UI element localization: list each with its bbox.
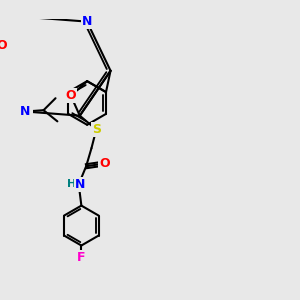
- Text: H: H: [67, 179, 76, 189]
- Text: S: S: [92, 123, 101, 136]
- Text: N: N: [20, 105, 31, 118]
- Text: F: F: [77, 251, 86, 264]
- Text: N: N: [75, 178, 85, 191]
- Text: N: N: [82, 15, 92, 28]
- Text: O: O: [99, 157, 110, 170]
- Text: O: O: [66, 89, 76, 102]
- Text: O: O: [0, 39, 7, 52]
